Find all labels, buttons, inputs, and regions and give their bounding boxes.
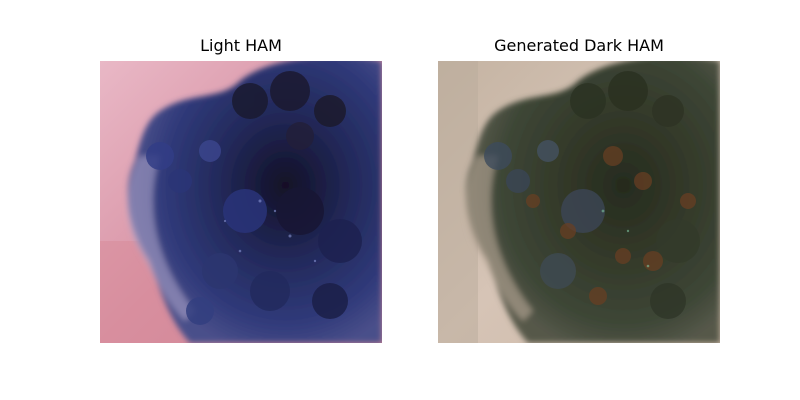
panel-light-ham: Light HAM — [100, 0, 382, 400]
panel-title: Light HAM — [200, 36, 282, 55]
light-ham-image — [100, 61, 382, 343]
generated-dark-ham-image — [438, 61, 720, 343]
panel-title: Generated Dark HAM — [494, 36, 664, 55]
panel-generated-dark-ham: Generated Dark HAM — [438, 0, 720, 400]
